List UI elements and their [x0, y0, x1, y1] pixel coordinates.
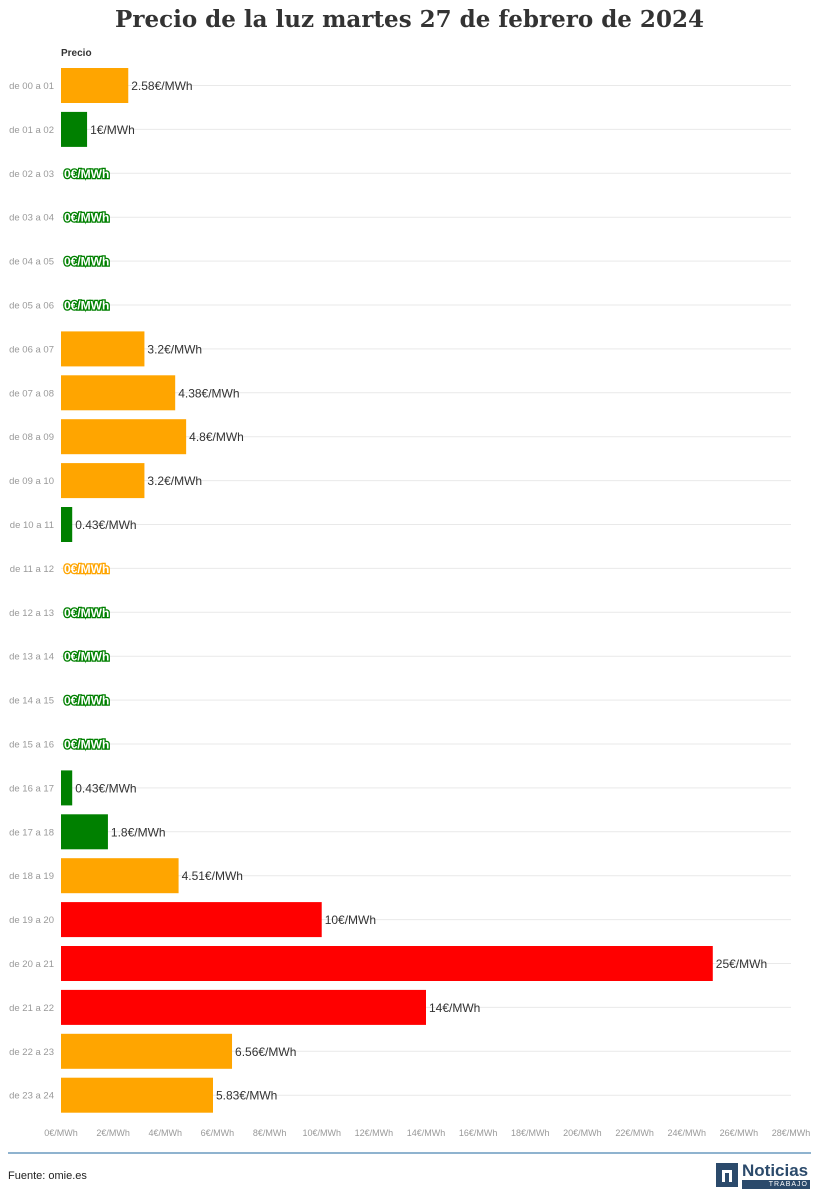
- value-label: 0€/MWh: [64, 255, 109, 269]
- bar: [61, 770, 73, 806]
- value-label: 0.43€/MWh: [75, 518, 136, 532]
- x-tick-label: 10€/MWh: [302, 1128, 341, 1138]
- x-tick-label: 28€/MWh: [772, 1128, 811, 1138]
- value-label: 4.51€/MWh: [182, 869, 243, 883]
- chart-title: Precio de la luz martes 27 de febrero de…: [115, 6, 704, 33]
- value-label: 0€/MWh: [64, 650, 109, 664]
- value-label: 0€/MWh: [64, 738, 109, 752]
- value-label: 0€/MWh: [64, 299, 109, 313]
- category-label: de 05 a 06: [9, 301, 54, 312]
- value-label: 6.56€/MWh: [235, 1045, 296, 1059]
- bar: [61, 375, 176, 411]
- category-label: de 09 a 10: [9, 476, 54, 487]
- category-label: de 10 a 11: [10, 520, 54, 531]
- bar: [61, 1077, 213, 1113]
- bar: [61, 419, 187, 455]
- value-label: 2.58€/MWh: [131, 79, 192, 93]
- bar-chart: Precio de 00 a 01 2.58€/MWh de 01 a 02 1€/MW…: [9, 48, 811, 1138]
- x-tick-label: 20€/MWh: [563, 1128, 602, 1138]
- category-label: de 08 a 09: [9, 432, 54, 443]
- x-tick-label: 24€/MWh: [667, 1128, 706, 1138]
- bar: [61, 331, 145, 367]
- category-label: de 12 a 13: [9, 608, 54, 619]
- category-label: de 11 a 12: [10, 564, 54, 575]
- category-label: de 13 a 14: [9, 652, 54, 663]
- value-label: 4.38€/MWh: [178, 386, 239, 400]
- category-label: de 07 a 08: [9, 388, 54, 399]
- x-tick-label: 0€/MWh: [44, 1128, 78, 1138]
- source-note: Fuente: omie.es: [8, 1170, 87, 1182]
- value-label: 0€/MWh: [64, 606, 109, 620]
- bar: [61, 858, 179, 894]
- category-label: de 21 a 22: [9, 1003, 54, 1014]
- value-label: 14€/MWh: [429, 1001, 480, 1015]
- x-tick-label: 18€/MWh: [511, 1128, 550, 1138]
- category-label: de 14 a 15: [9, 696, 54, 707]
- value-label: 0€/MWh: [64, 167, 109, 181]
- category-label: de 23 a 24: [9, 1091, 54, 1102]
- category-label: de 03 a 04: [9, 213, 54, 224]
- category-label: de 02 a 03: [9, 169, 54, 180]
- x-tick-label: 22€/MWh: [615, 1128, 654, 1138]
- x-tick-label: 6€/MWh: [201, 1128, 235, 1138]
- bar: [61, 814, 108, 850]
- value-label: 5.83€/MWh: [216, 1089, 277, 1103]
- bar: [61, 68, 129, 103]
- category-label: de 00 a 01: [9, 81, 54, 92]
- x-tick-label: 12€/MWh: [355, 1128, 394, 1138]
- value-label: 0€/MWh: [64, 694, 109, 708]
- value-label: 3.2€/MWh: [147, 342, 202, 356]
- category-label: de 20 a 21: [9, 959, 54, 970]
- value-label: 25€/MWh: [716, 957, 767, 971]
- footer-divider: [8, 1152, 811, 1154]
- category-label: de 06 a 07: [9, 344, 54, 355]
- category-label: de 04 a 05: [9, 257, 54, 268]
- value-label: 0.43€/MWh: [75, 781, 136, 795]
- bar: [61, 463, 145, 499]
- category-label: de 15 a 16: [9, 740, 54, 751]
- bar: [61, 989, 426, 1025]
- x-tick-label: 14€/MWh: [407, 1128, 446, 1138]
- value-label: 1.8€/MWh: [111, 825, 166, 839]
- logo-icon: [716, 1163, 738, 1187]
- bar: [61, 507, 73, 542]
- bar: [61, 902, 322, 938]
- bar: [61, 946, 713, 981]
- value-label: 1€/MWh: [90, 123, 135, 137]
- logo-wordmark: Noticias: [742, 1161, 809, 1180]
- x-tick-label: 26€/MWh: [720, 1128, 759, 1138]
- x-tick-label: 8€/MWh: [253, 1128, 287, 1138]
- value-label: 3.2€/MWh: [147, 474, 202, 488]
- value-label: 4.8€/MWh: [189, 430, 244, 444]
- logo-subtitle: TRABAJO: [742, 1180, 810, 1189]
- x-tick-label: 2€/MWh: [96, 1128, 130, 1138]
- value-label: 0€/MWh: [64, 562, 109, 576]
- x-tick-label: 4€/MWh: [149, 1128, 183, 1138]
- category-label: de 17 a 18: [9, 827, 54, 838]
- x-tick-label: 16€/MWh: [459, 1128, 498, 1138]
- bar: [61, 111, 88, 147]
- bar: [61, 1033, 233, 1069]
- category-label: de 16 a 17: [9, 783, 54, 794]
- category-label: de 22 a 23: [9, 1047, 54, 1058]
- value-label: 10€/MWh: [325, 913, 376, 927]
- series-header: Precio: [61, 48, 92, 59]
- category-label: de 19 a 20: [9, 915, 54, 926]
- category-label: de 01 a 02: [9, 125, 54, 136]
- value-label: 0€/MWh: [64, 211, 109, 225]
- category-label: de 18 a 19: [9, 871, 54, 882]
